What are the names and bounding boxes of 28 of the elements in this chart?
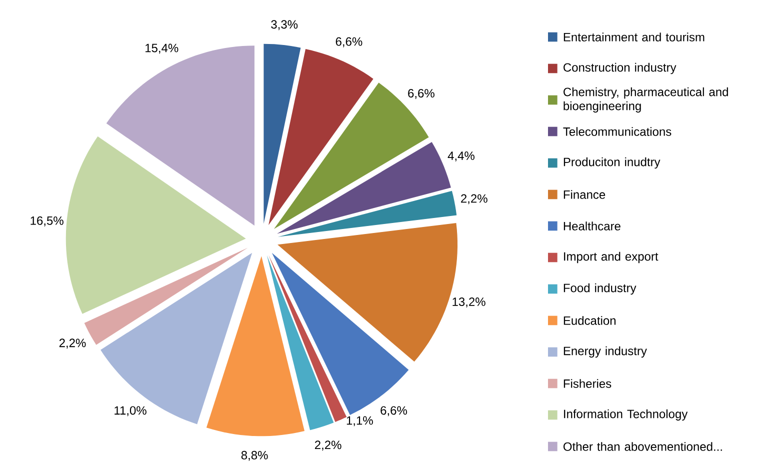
legend-label: Chemistry, pharmaceutical and bioengineering: [564, 87, 728, 113]
legend-label: Information Technology: [564, 409, 688, 421]
data-label: 16,5%: [30, 216, 64, 226]
legend-label: Healthcare: [564, 222, 620, 230]
legend-label: Telecommunications: [563, 127, 672, 136]
data-label: 2,2%: [59, 338, 86, 349]
data-label: 6,6%: [380, 406, 407, 416]
data-label: 15,4%: [146, 44, 178, 54]
data-label: 13,2%: [452, 298, 486, 308]
data-label: 2,2%: [314, 440, 342, 451]
legend-label: Energy industry: [564, 346, 647, 358]
data-label: 6,6%: [408, 89, 434, 99]
data-label: 4,4%: [448, 152, 474, 162]
legend-label: Import and export: [564, 252, 658, 264]
data-label: 3,3%: [271, 20, 298, 30]
data-label: 11,0%: [114, 406, 146, 416]
data-label: 2,2%: [461, 194, 488, 204]
legend-label: Finance: [564, 190, 606, 199]
legend-label: Eudcation: [564, 316, 616, 325]
data-label: 8,8%: [241, 450, 268, 461]
legend-label: Construction industry: [564, 62, 676, 74]
legend-label: Produciton inudtry: [564, 157, 660, 169]
legend-label: Food industry: [564, 283, 636, 295]
legend-label: Other than abovementioned...: [564, 442, 722, 451]
legend-label: Fisheries: [564, 379, 612, 388]
data-label: 6,6%: [336, 37, 362, 48]
data-label: 1,1%: [346, 416, 373, 426]
legend-label: Entertainment and tourism: [564, 32, 704, 42]
